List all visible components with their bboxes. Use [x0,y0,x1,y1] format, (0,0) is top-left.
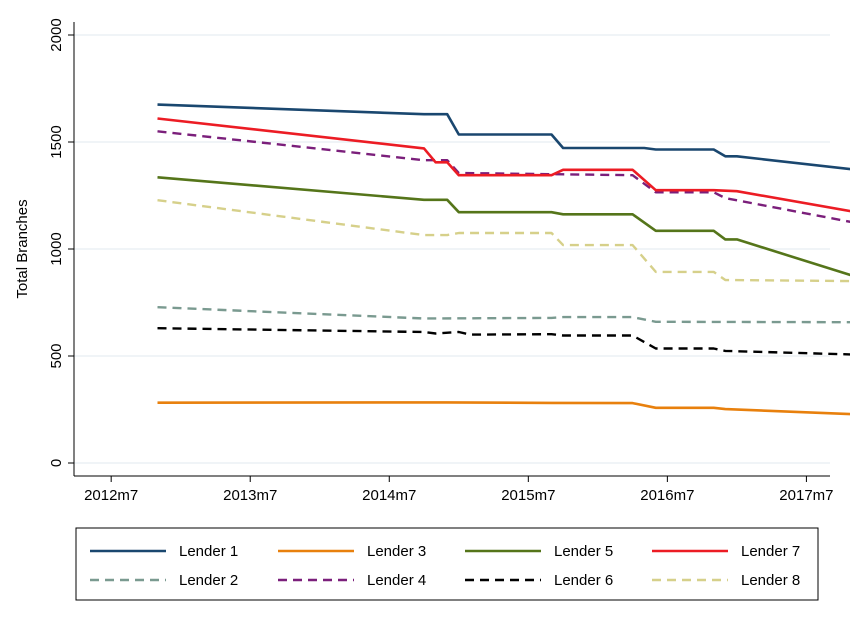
y-tick-label: 0 [48,459,65,467]
series-line-lender-6 [157,327,850,356]
legend-label: Lender 1 [179,543,238,560]
y-axis-title: Total Branches [14,199,31,298]
y-tick-label: 500 [48,343,65,368]
legend-label: Lender 4 [367,572,426,589]
legend-label: Lender 5 [554,543,613,560]
y-tick-label: 1500 [48,125,65,158]
series-line-lender-7 [157,117,850,213]
legend-label: Lender 7 [741,543,800,560]
series-line-lender-4 [157,130,850,223]
x-tick-label: 2012m7 [84,487,138,504]
series-line-lender-8 [157,199,850,283]
series-lines [157,103,850,416]
legend: Lender 1 Lender 3 Lender 5 Lender 7 Lender 2… [75,527,819,601]
x-tick-label: 2013m7 [223,487,277,504]
series-line-lender-2 [157,306,850,324]
y-tick-label: 1000 [48,232,65,265]
x-tick-label: 2014m7 [362,487,416,504]
gridlines [74,34,830,464]
x-tick-label: 2017m7 [779,487,833,504]
series-line-lender-1 [157,103,850,171]
series-line-lender-5 [157,176,850,277]
x-tick-label: 2016m7 [640,487,694,504]
legend-label: Lender 8 [741,572,800,589]
series-line-lender-3 [157,401,850,416]
legend-label: Lender 3 [367,543,426,560]
x-ticks: 2012m7 2013m7 2014m7 2015m7 2016m7 2017m7 [84,476,834,504]
y-tick-label: 2000 [48,18,65,51]
legend-box [75,527,819,601]
legend-label: Lender 6 [554,572,613,589]
legend-label: Lender 2 [179,572,238,589]
y-ticks: 0 500 1000 1500 2000 [48,18,74,467]
x-tick-label: 2015m7 [501,487,555,504]
